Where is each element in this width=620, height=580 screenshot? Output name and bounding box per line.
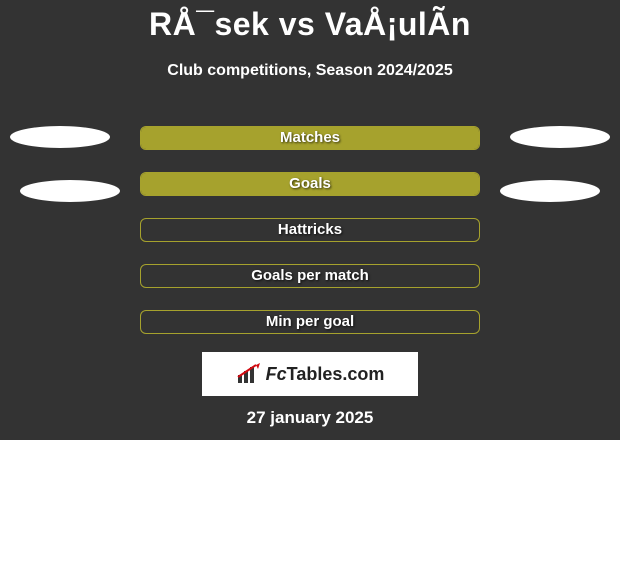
- chart-icon: [236, 363, 262, 385]
- date-text: 27 january 2025: [0, 408, 620, 428]
- subtitle: Club competitions, Season 2024/2025: [0, 62, 620, 80]
- stats-card: RÅ¯sek vs VaÅ¡ulÃ­n Club competitions, S…: [0, 0, 620, 580]
- bar-label: Goals: [140, 172, 480, 196]
- bar-label: Hattricks: [140, 218, 480, 242]
- side-ellipse: [500, 180, 600, 202]
- page-title: RÅ¯sek vs VaÅ¡ulÃ­n: [0, 6, 620, 43]
- logo-box: FcTables.com: [202, 352, 418, 396]
- side-ellipse: [10, 126, 110, 148]
- bar-label: Min per goal: [140, 310, 480, 334]
- side-ellipse: [510, 126, 610, 148]
- side-ellipse: [20, 180, 120, 202]
- logo-text: FcTables.com: [266, 364, 385, 385]
- logo[interactable]: FcTables.com: [236, 363, 385, 385]
- bar-label: Goals per match: [140, 264, 480, 288]
- bar-label: Matches: [140, 126, 480, 150]
